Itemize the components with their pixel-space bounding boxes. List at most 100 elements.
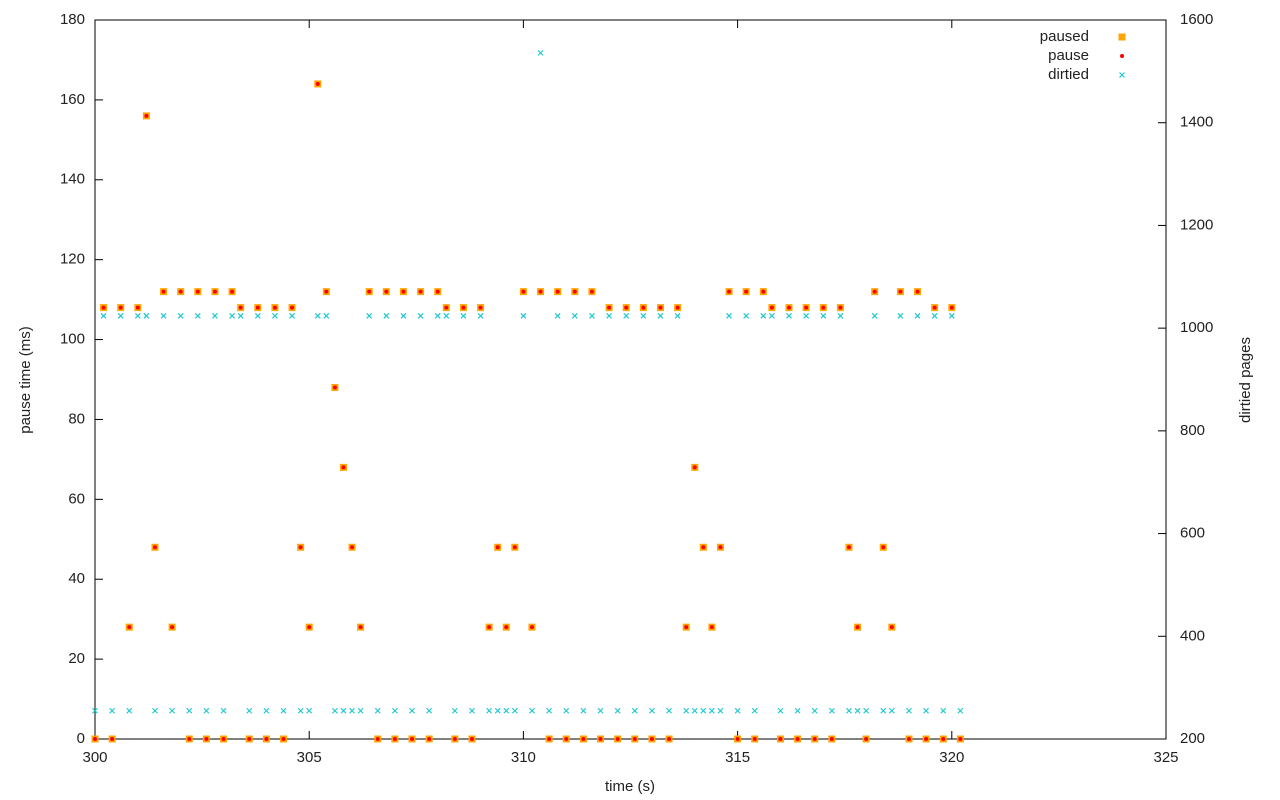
point-pause [187,737,192,741]
y2-tick-label: 1200 [1180,216,1213,233]
point-dirtied [734,707,741,714]
x-tick-label: 305 [297,749,322,766]
point-pause [906,737,911,741]
point-pause [821,305,826,310]
point-pause [144,113,149,118]
point-dirtied [126,707,133,714]
point-pause [195,289,200,294]
y-axis-label: pause time (ms) [17,326,34,434]
point-pause [290,305,295,310]
point-pause [461,305,466,310]
point-dirtied [828,707,835,714]
point-dirtied [229,312,236,319]
point-dirtied [152,707,158,714]
point-pause [624,305,629,310]
y-tick-label: 120 [60,251,85,268]
point-dirtied [263,707,270,714]
point-pause [178,289,183,294]
point-dirtied [726,312,732,319]
y-tick-label: 180 [60,11,85,28]
point-dirtied [297,707,304,714]
point-pause [264,737,269,741]
point-pause [804,305,809,310]
point-dirtied [143,312,150,319]
point-pause [127,625,132,630]
point-dirtied [700,707,707,714]
point-pause [350,545,355,550]
point-dirtied [546,707,553,714]
point-pause [924,737,929,741]
point-pause [658,305,663,310]
point-dirtied [134,312,141,319]
point-dirtied [657,312,664,319]
point-dirtied [340,707,347,714]
point-pause [872,289,877,294]
point-dirtied [786,312,792,319]
x-tick-label: 300 [82,749,107,766]
point-pause [358,625,363,630]
point-pause [598,737,603,741]
point-dirtied [357,707,364,714]
point-dirtied [854,707,861,714]
point-pause [615,737,620,741]
point-dirtied [597,707,604,714]
point-pause [332,385,337,390]
y2-tick-label: 400 [1180,627,1205,644]
point-pause [307,625,312,630]
point-pause [444,305,449,310]
y2-tick-label: 200 [1180,730,1205,747]
point-pause [469,737,474,741]
point-dirtied [811,707,818,714]
point-dirtied [563,707,570,714]
point-dirtied [606,312,613,319]
point-dirtied [246,707,253,714]
point-pause [221,737,226,741]
point-pause [949,305,954,310]
point-dirtied [409,707,415,714]
point-dirtied [169,707,176,714]
y-tick-label: 20 [68,650,85,667]
point-dirtied [768,312,775,319]
legend-marker [1118,33,1126,41]
point-pause [410,737,415,741]
point-pause [649,737,654,741]
point-pause [341,465,346,470]
point-dirtied [529,707,535,714]
point-dirtied [366,312,373,319]
point-pause [238,305,243,310]
point-pause [692,465,697,470]
point-dirtied [323,312,330,319]
point-dirtied [254,312,261,319]
point-dirtied [314,312,321,319]
legend-label: dirtied [1048,66,1089,83]
point-dirtied [717,707,724,714]
point-dirtied [751,707,758,714]
point-pause [547,737,552,741]
point-pause [572,289,577,294]
point-dirtied [871,312,878,319]
point-dirtied [443,312,450,319]
point-dirtied [306,707,313,714]
point-pause [709,625,714,630]
point-pause [744,289,749,294]
point-dirtied [160,312,167,319]
point-dirtied [554,312,561,319]
point-dirtied [117,312,124,319]
y-tick-label: 40 [68,570,85,587]
point-pause [898,289,903,294]
point-pause [855,625,860,630]
y-tick-label: 140 [60,171,85,188]
point-pause [632,737,637,741]
point-dirtied [631,707,638,714]
point-dirtied [948,312,955,319]
point-dirtied [914,312,921,319]
point-pause [512,545,517,550]
point-pause [727,289,732,294]
point-dirtied [194,312,201,319]
point-pause [384,289,389,294]
point-pause [864,737,869,741]
point-dirtied [417,312,424,319]
point-dirtied [846,707,852,714]
point-pause [675,305,680,310]
